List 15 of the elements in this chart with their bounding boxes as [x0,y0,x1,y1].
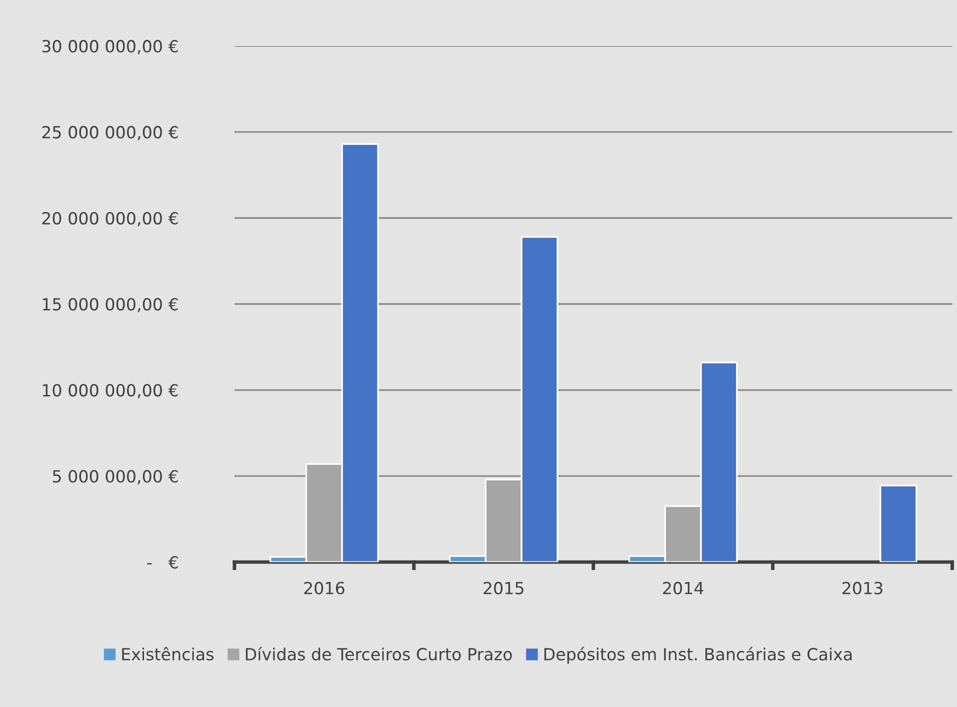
x-tick-label: 2016 [304,582,344,594]
y-tick-label: 25 000 000,00 € [42,126,178,140]
legend-label: Existências [122,646,214,660]
legend-label: Dívidas de Terceiros Curto Prazo [246,646,512,660]
y-tick-label: 20 000 000,00 € [42,212,178,226]
y-tick-label: 30 000 000,00 € [42,40,178,54]
y-tick-label: 15 000 000,00 € [42,298,178,312]
y-tick-label: 10 000 000,00 € [42,384,178,398]
x-tick-label: 2015 [484,582,524,594]
bar [880,484,918,562]
x-tick-label: 2014 [663,582,704,594]
x-tick-label: 2013 [842,582,882,594]
y-tick-label: 5 000 000,00 € [52,470,178,484]
y-tick-label: - € [147,556,178,569]
legend-label: Depósitos em Inst. Bancárias e Caixa [544,646,852,664]
